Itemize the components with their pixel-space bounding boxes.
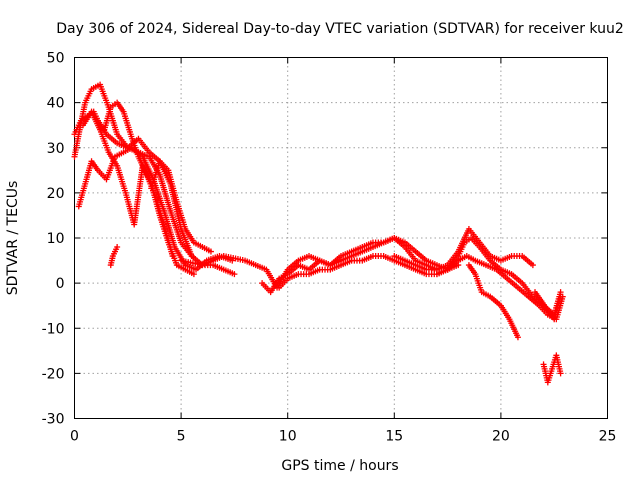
data-point — [190, 271, 197, 278]
y-tick-labels: -30 -20 -10 0 10 20 30 40 50 — [42, 51, 65, 428]
y-tick-label: -20 — [42, 366, 65, 382]
axis-ticks — [74, 57, 608, 419]
data-point — [514, 334, 521, 341]
data-point — [114, 244, 121, 251]
y-tick-label: 50 — [47, 51, 65, 67]
data-point — [529, 262, 536, 269]
series-arc-7 — [148, 158, 214, 255]
data-point — [557, 293, 564, 300]
data-point — [169, 253, 176, 260]
x-axis-label: GPS time / hours — [281, 458, 398, 474]
data-marks — [71, 81, 566, 386]
y-tick-label: 10 — [47, 231, 65, 247]
chart-title: Day 306 of 2024, Sidereal Day-to-day VTE… — [56, 21, 624, 37]
data-point — [557, 370, 564, 377]
series-arc-5 — [107, 244, 121, 269]
series-arc-15 — [540, 352, 564, 386]
data-point — [188, 253, 195, 260]
series-arc-13 — [465, 262, 521, 341]
x-tick-label: 0 — [70, 429, 79, 445]
y-axis-label: SDTVAR / TECUs — [5, 181, 21, 296]
y-tick-label: 0 — [56, 276, 65, 292]
y-tick-label: 40 — [47, 96, 65, 112]
y-tick-label: 20 — [47, 186, 65, 202]
data-point — [207, 248, 214, 255]
x-tick-label: 20 — [492, 429, 510, 445]
y-tick-label: 30 — [47, 141, 65, 157]
data-point — [231, 271, 238, 278]
x-tick-label: 15 — [385, 429, 403, 445]
x-tick-label: 25 — [599, 429, 617, 445]
y-tick-label: -30 — [42, 412, 65, 428]
series-arc-14 — [433, 253, 566, 323]
series-arc-16 — [532, 289, 564, 323]
y-tick-label: -10 — [42, 321, 65, 337]
x-tick-label: 5 — [177, 429, 186, 445]
series-arc-11 — [391, 225, 536, 273]
x-tick-label: 10 — [279, 429, 297, 445]
x-tick-labels: 0 5 10 15 20 25 — [70, 429, 616, 445]
